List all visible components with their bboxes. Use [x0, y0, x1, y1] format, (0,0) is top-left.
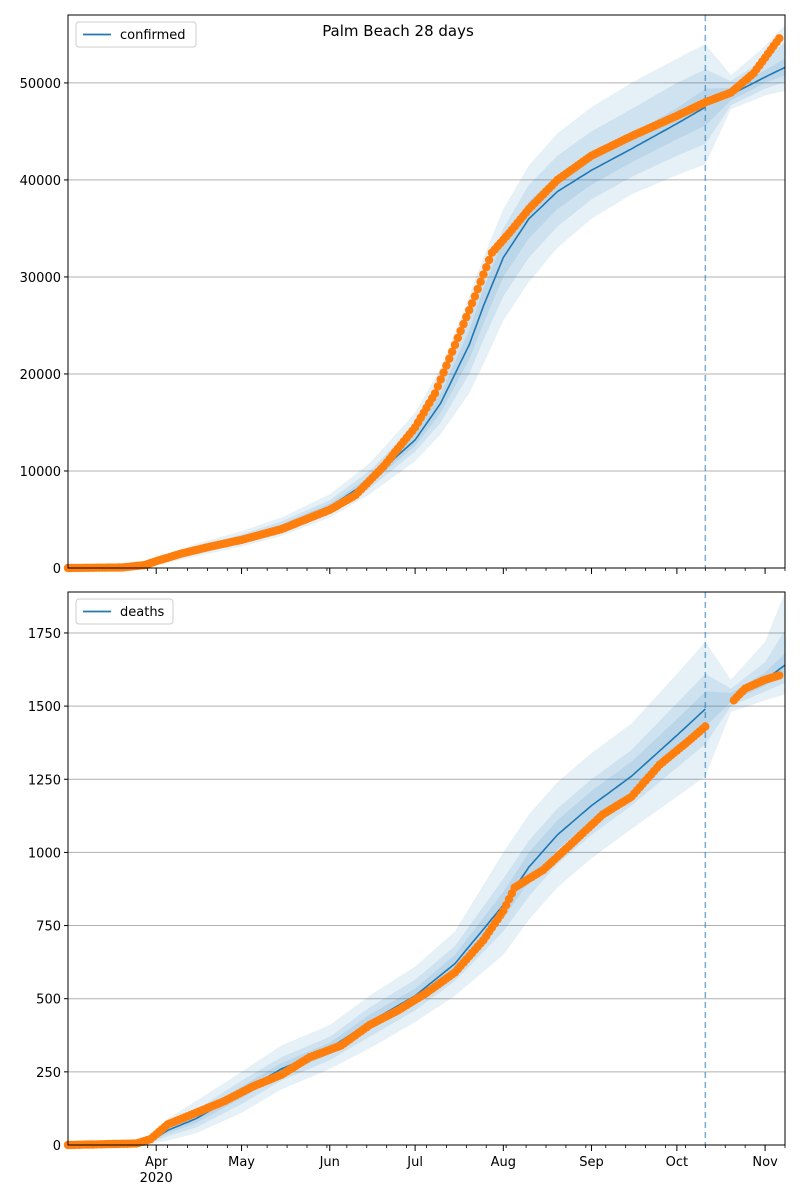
- y-tick-label: 1750: [28, 627, 61, 642]
- axes-frame: [67, 591, 786, 1146]
- observed-point: [482, 263, 491, 272]
- uncertainty-band: [68, 630, 785, 1145]
- x-tick-label: Aug: [491, 1155, 516, 1170]
- x-tick-label: Jul: [406, 1155, 423, 1170]
- y-tick-label: 1250: [28, 773, 61, 788]
- observed-point: [450, 340, 460, 350]
- uncertainty-band: [68, 592, 785, 1145]
- y-tick-label: 20000: [20, 368, 61, 383]
- y-tick-label: 40000: [20, 174, 61, 189]
- legend-label: deaths: [120, 605, 165, 620]
- observed-point: [430, 389, 440, 398]
- observed-point: [484, 255, 494, 265]
- observed-point: [436, 375, 445, 384]
- uncertainty-band: [68, 24, 785, 568]
- observed-point: [467, 299, 477, 308]
- observed-point: [447, 347, 457, 356]
- x-tick-label: Nov: [752, 1155, 778, 1170]
- y-tick-label: 30000: [20, 271, 61, 286]
- observed-point: [479, 270, 488, 279]
- legend-box: [75, 21, 197, 48]
- axes-frame: [67, 14, 786, 569]
- x-tick-sublabel: 2020: [140, 1171, 173, 1186]
- observed-point: [459, 319, 468, 329]
- observed-point: [476, 277, 485, 286]
- observed-point: [433, 382, 443, 391]
- observed-point: [701, 722, 710, 731]
- figure-title: Palm Beach 28 days: [322, 22, 474, 40]
- model-line-forecast: [733, 66, 786, 94]
- observed-point: [442, 361, 451, 370]
- observed-point: [465, 306, 474, 315]
- observed-point: [456, 326, 465, 336]
- y-tick-label: 750: [36, 920, 61, 935]
- x-tick-label: Jun: [319, 1155, 340, 1170]
- y-tick-label: 10000: [20, 465, 61, 480]
- legend-box: [75, 598, 174, 625]
- legend: confirmed: [75, 21, 197, 48]
- observed-point: [775, 34, 784, 43]
- x-tick-label: May: [228, 1155, 255, 1170]
- legend-label: confirmed: [120, 28, 186, 43]
- observed-point: [453, 333, 462, 343]
- uncertainty-band: [68, 58, 785, 568]
- observed-point: [470, 292, 480, 301]
- y-tick-label: 500: [36, 993, 61, 1008]
- y-tick-label: 1500: [28, 700, 61, 715]
- y-tick-label: 1000: [28, 846, 61, 861]
- observed-point: [462, 312, 471, 322]
- uncertainty-band: [68, 42, 785, 568]
- observed-point: [439, 368, 448, 377]
- observed-point: [775, 671, 784, 680]
- x-tick-label: Apr: [145, 1155, 168, 1170]
- observed-point: [445, 354, 454, 363]
- observed-point: [473, 284, 482, 294]
- y-tick-label: 250: [36, 1066, 61, 1081]
- confirmed-panel: 0 10000 20000 30000 40000 50000 confirmed: [20, 14, 786, 577]
- uncertainty-band: [68, 653, 785, 1145]
- legend: deaths: [75, 598, 174, 625]
- x-tick-label: Sep: [579, 1155, 604, 1170]
- y-tick-label: 0: [53, 1139, 61, 1154]
- x-tick-label: Oct: [666, 1155, 688, 1170]
- y-tick-label: 0: [53, 562, 61, 577]
- y-tick-label: 50000: [20, 77, 61, 92]
